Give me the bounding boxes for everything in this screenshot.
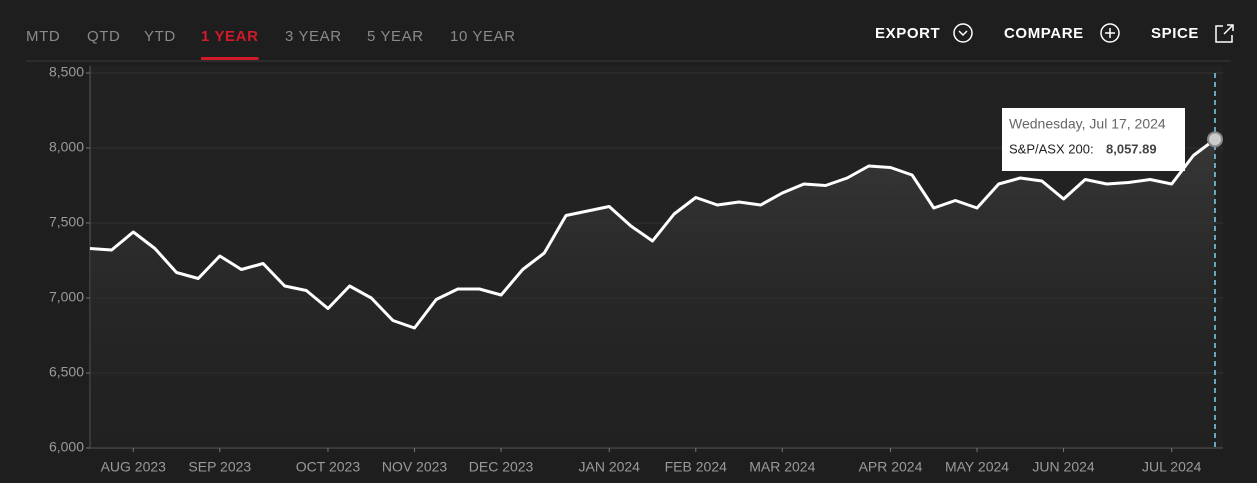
y-tick-label: 7,000 <box>49 289 84 305</box>
tab[interactable]: 3 YEAR <box>285 28 342 45</box>
y-tick-label: 7,500 <box>49 214 84 230</box>
tooltip-date: Wednesday, Jul 17, 2024 <box>1009 116 1166 132</box>
x-tick-label: JUN 2024 <box>1032 459 1094 475</box>
tab[interactable]: YTD <box>144 28 176 45</box>
x-tick-label: APR 2024 <box>859 459 923 475</box>
export-icon[interactable] <box>953 23 973 43</box>
hover-point <box>1207 131 1223 148</box>
tab-bar: MTD QTD YTD 1 YEAR 3 YEAR 5 YEAR 10 YEAR <box>26 28 516 60</box>
tab[interactable]: QTD <box>87 28 120 45</box>
tab[interactable]: 5 YEAR <box>367 28 424 45</box>
x-tick-label: NOV 2023 <box>382 459 448 475</box>
active-tab-underline <box>201 57 259 60</box>
plot-area: 6,000 6,500 7,000 7,500 8,000 8,500 AUG 2023 SE… <box>49 64 1223 475</box>
x-tick-label: AUG 2023 <box>101 459 167 475</box>
export-button[interactable]: EXPORT <box>875 25 940 42</box>
spice-icon[interactable] <box>1215 24 1234 43</box>
x-tick-label: JAN 2024 <box>578 459 640 475</box>
tab[interactable]: 1 YEAR <box>201 28 259 45</box>
tooltip: Wednesday, Jul 17, 2024 S&P/ASX 200: 8,057… <box>1002 108 1185 171</box>
tab[interactable]: 10 YEAR <box>450 28 516 45</box>
x-tick-label: MAY 2024 <box>945 459 1009 475</box>
y-tick-label: 6,000 <box>49 439 84 455</box>
compare-icon[interactable] <box>1100 23 1120 43</box>
x-tick-label: SEP 2023 <box>188 459 251 475</box>
x-tick-label: MAR 2024 <box>749 459 815 475</box>
tooltip-series: S&P/ASX 200: <box>1009 141 1094 156</box>
y-tick-label: 8,500 <box>49 64 84 80</box>
x-tick-label: OCT 2023 <box>296 459 361 475</box>
x-tick-label: DEC 2023 <box>469 459 534 475</box>
y-tick-label: 8,000 <box>49 139 84 155</box>
tooltip-box <box>1002 108 1185 171</box>
tab[interactable]: MTD <box>26 28 60 45</box>
compare-button[interactable]: COMPARE <box>1004 25 1084 42</box>
spice-button[interactable]: SPICE <box>1151 25 1199 42</box>
line <box>89 138 1216 330</box>
tooltip-value: 8,057.89 <box>1106 141 1157 156</box>
y-tick-label: 6,500 <box>49 364 84 380</box>
area <box>90 139 1215 449</box>
x-tick-label: JUL 2024 <box>1142 459 1202 475</box>
x-tick-label: FEB 2024 <box>665 459 727 475</box>
